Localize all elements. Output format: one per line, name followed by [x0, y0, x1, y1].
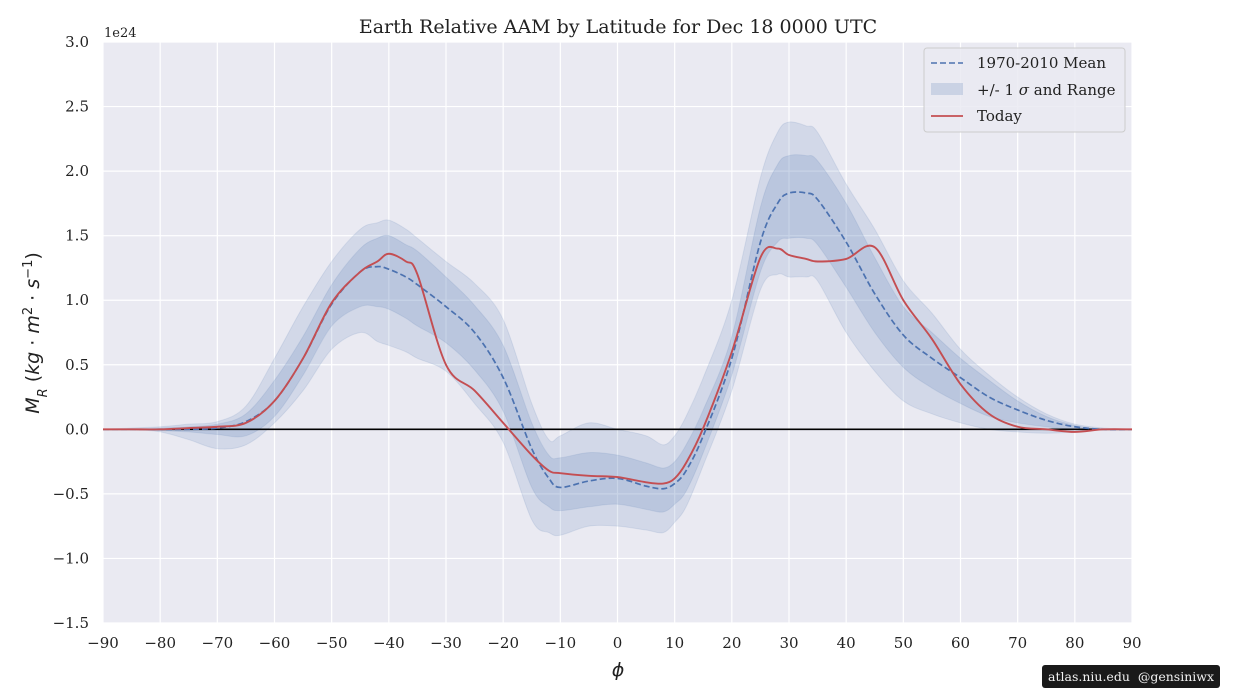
x-tick-label: −50	[316, 634, 348, 652]
x-tick-label: 60	[951, 634, 970, 652]
legend-band-swatch	[931, 83, 963, 95]
legend-mean-label: 1970-2010 Mean	[977, 54, 1106, 72]
legend-today-label: Today	[977, 107, 1022, 125]
x-tick-label: 70	[1008, 634, 1027, 652]
x-tick-label: 40	[837, 634, 856, 652]
y-scale-multiplier: 1e24	[104, 26, 137, 41]
y-tick-label: −1.5	[53, 614, 89, 632]
x-tick-label: 20	[722, 634, 741, 652]
credit-badge: atlas.niu.edu @gensiniwx	[1042, 665, 1220, 688]
x-axis-label: ϕ	[612, 659, 625, 681]
x-tick-label: 10	[665, 634, 684, 652]
legend-box	[923, 47, 1126, 133]
x-tick-label: −40	[373, 634, 405, 652]
credit-site: atlas.niu.edu	[1048, 669, 1130, 684]
y-tick-label: −1.0	[53, 549, 89, 567]
x-tick-label: 50	[894, 634, 913, 652]
chart-title: Earth Relative AAM by Latitude for Dec 1…	[359, 16, 877, 38]
x-tick-label: 90	[1122, 634, 1141, 652]
y-tick-label: 3.0	[65, 33, 89, 51]
tick-labels: −90 −80 −70 −60 −50 −40 −30 −20 −10 0 10 20 30 40 50 60…	[53, 33, 1142, 652]
legend: 1970-2010 Mean +/- 1 σ and Range Today	[923, 47, 1126, 133]
series-today-line	[103, 244, 1133, 485]
credit-handle: @gensiniwx	[1137, 669, 1214, 684]
x-tick-label: 80	[1065, 634, 1084, 652]
y-tick-label: 2.0	[65, 162, 89, 180]
y-tick-label: −0.5	[53, 485, 89, 503]
grid-lines	[102, 41, 1133, 624]
y-tick-label: 2.5	[65, 98, 89, 116]
x-tick-label: −30	[430, 634, 462, 652]
x-tick-label: −90	[87, 634, 119, 652]
y-axis-label: MR (kg · m2 · s−1)	[21, 252, 51, 414]
x-tick-label: 0	[613, 634, 623, 652]
x-tick-label: −20	[487, 634, 519, 652]
y-tick-label: 1.0	[65, 291, 89, 309]
x-tick-label: 30	[779, 634, 798, 652]
x-tick-label: −70	[202, 634, 234, 652]
x-tick-label: −60	[259, 634, 291, 652]
legend-band-label: +/- 1 σ and Range	[977, 81, 1116, 99]
y-tick-label: 0.5	[65, 356, 89, 374]
series-lines	[103, 191, 1133, 490]
y-tick-label: 1.5	[65, 227, 89, 245]
x-tick-label: −80	[144, 634, 176, 652]
y-tick-label: 0.0	[65, 420, 89, 438]
x-tick-label: −10	[545, 634, 577, 652]
